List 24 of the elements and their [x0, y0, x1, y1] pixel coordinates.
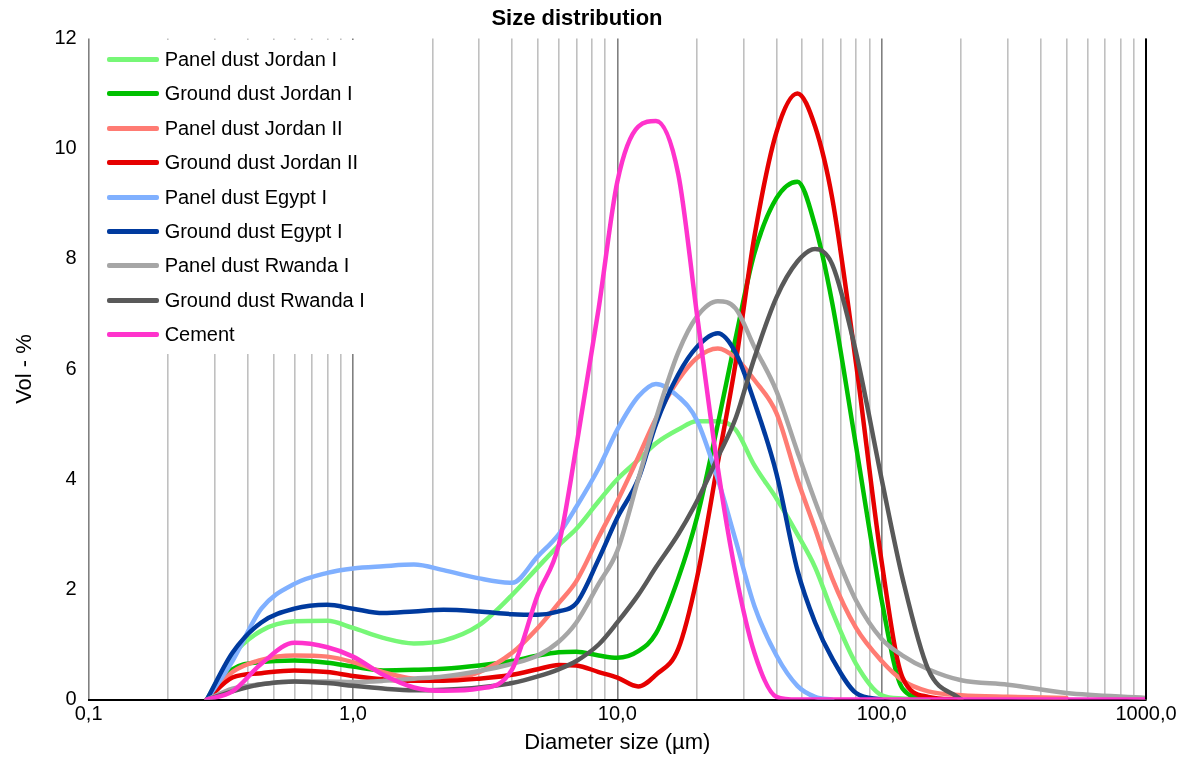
x-tick-label: 1,0	[339, 702, 367, 725]
y-tick-label: 10	[54, 136, 77, 159]
legend-label: Ground dust Rwanda I	[164, 288, 365, 312]
y-tick-label: 6	[65, 356, 77, 379]
y-axis-title: Vol - %	[11, 334, 37, 404]
legend-label: Ground dust Egypt I	[164, 220, 343, 244]
x-axis-title: Diameter size (µm)	[524, 728, 711, 754]
legend-label: Cement	[164, 323, 235, 347]
y-tick-label: 0	[65, 687, 77, 710]
y-tick-label: 12	[54, 25, 77, 48]
legend-label: Panel dust Rwanda I	[164, 254, 350, 278]
chart-title: Size distribution	[491, 5, 663, 31]
legend-label: Panel dust Jordan II	[164, 116, 343, 140]
legend-label: Panel dust Jordan I	[164, 48, 337, 72]
legend-label: Ground dust Jordan II	[164, 151, 359, 175]
legend-label: Panel dust Egypt I	[164, 185, 327, 209]
x-tick-label: 1000,0	[1115, 702, 1177, 725]
y-tick-label: 2	[65, 576, 77, 599]
x-tick-label: 10,0	[597, 702, 637, 725]
legend-label: Ground dust Jordan I	[164, 82, 353, 106]
y-tick-label: 4	[65, 466, 77, 489]
x-tick-label: 0,1	[74, 702, 103, 725]
y-tick-label: 8	[65, 246, 77, 269]
x-tick-label: 100,0	[856, 702, 907, 725]
